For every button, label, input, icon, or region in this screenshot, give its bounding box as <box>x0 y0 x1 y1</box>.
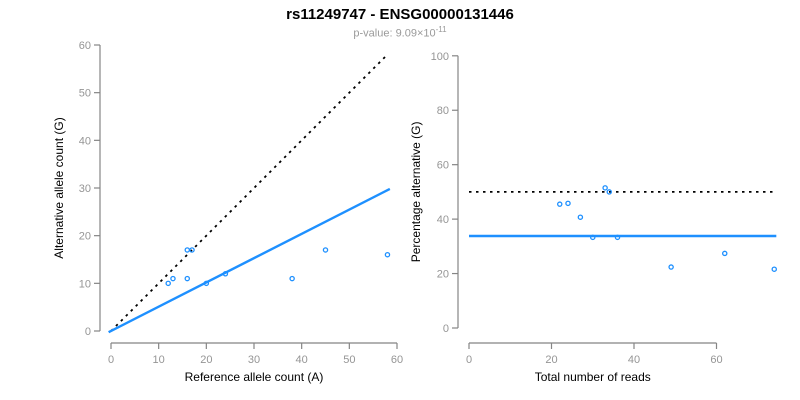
x-tick-label: 20 <box>545 354 557 366</box>
x-tick-label: 30 <box>248 354 260 366</box>
x-tick-label: 40 <box>628 354 640 366</box>
y-tick-label: 60 <box>79 40 91 52</box>
data-point <box>184 247 191 253</box>
data-point <box>590 234 596 241</box>
data-point <box>322 247 329 253</box>
data-point <box>165 280 171 287</box>
y-tick-label: 40 <box>79 135 91 147</box>
pvalue-text: p-value: 9.09×10 <box>353 27 436 40</box>
y-tick-label: 100 <box>431 51 449 63</box>
data-point <box>722 250 728 257</box>
data-point <box>189 247 195 253</box>
x-tick-label: 0 <box>466 354 472 366</box>
data-point <box>184 275 191 282</box>
x-tick-label: 10 <box>153 354 165 366</box>
y-tick-label: 0 <box>85 326 91 338</box>
y-tick-label: 50 <box>79 88 91 100</box>
x-tick-label: 50 <box>343 354 355 366</box>
data-point <box>614 234 621 241</box>
y-tick-label: 40 <box>437 214 449 226</box>
data-point <box>602 185 608 191</box>
y-tick-label: 60 <box>437 160 449 172</box>
x-axis-title: Total number of reads <box>535 370 651 384</box>
figure-subtitle: p-value: 9.09×10-11 <box>0 25 800 40</box>
y-tick-label: 10 <box>79 278 91 290</box>
panel-allele-counts: 0 10 20 30 40 50 60 0 10 20 30 40 50 60 Reference alle… <box>52 40 403 384</box>
y-tick-label: 80 <box>437 105 449 117</box>
x-tick-label: 60 <box>710 354 722 366</box>
data-point <box>771 266 778 272</box>
y-axis-title: Alternative allele count (G) <box>52 117 66 258</box>
data-point <box>557 201 563 207</box>
figure-title: rs11249747 - ENSG00000131446 <box>286 6 514 23</box>
data-point <box>565 200 571 207</box>
data-point <box>384 251 391 258</box>
data-point <box>203 280 210 287</box>
pvalue-exponent: -11 <box>435 25 447 34</box>
y-tick-label: 20 <box>79 231 91 243</box>
data-point <box>668 264 674 270</box>
x-tick-label: 40 <box>296 354 308 366</box>
y-tick-label: 20 <box>437 269 449 281</box>
overall-allelic-ratio-line <box>108 187 391 334</box>
data-point <box>577 214 584 220</box>
y-axis-title: Percentage alternative (G) <box>409 122 423 263</box>
x-tick-label: 60 <box>391 354 403 366</box>
x-axis-title: Reference allele count (A) <box>185 370 324 384</box>
data-point <box>222 271 229 277</box>
panel-percentage-vs-coverage: 0 20 40 60 80 100 0 20 40 60 Total number of reads… <box>409 51 778 384</box>
x-tick-label: 0 <box>108 354 114 366</box>
data-point <box>170 275 176 282</box>
y-tick-label: 30 <box>79 183 91 195</box>
data-point <box>289 275 295 282</box>
y-tick-label: 0 <box>443 323 449 335</box>
x-tick-label: 20 <box>200 354 212 366</box>
fifty-percent-diagonal-line <box>110 53 389 332</box>
data-point <box>606 189 613 195</box>
